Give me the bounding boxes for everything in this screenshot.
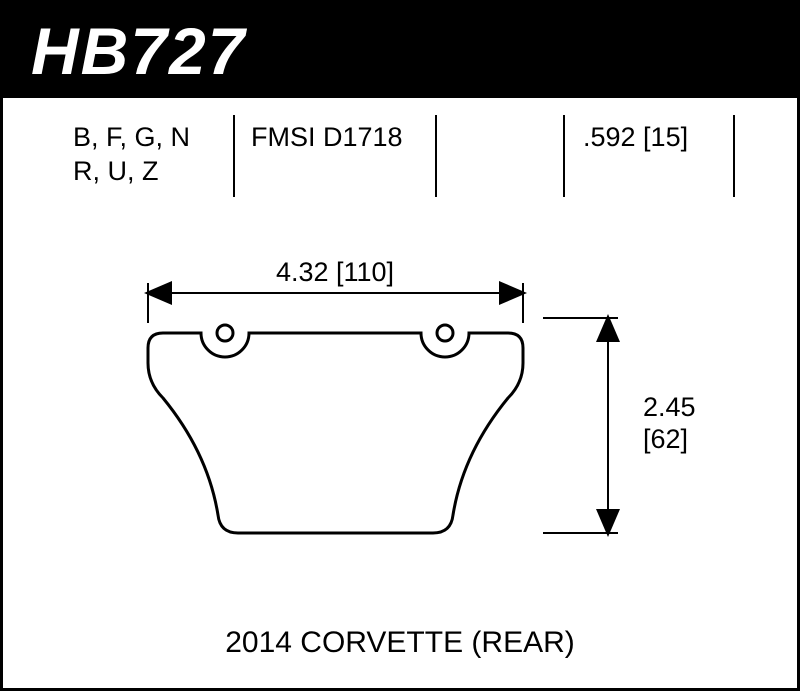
divider [563, 115, 565, 197]
compound-codes: B, F, G, N R, U, Z [73, 121, 190, 189]
divider [233, 115, 235, 197]
dimension-width-label: 4.32 [110] [276, 257, 394, 287]
divider [733, 115, 735, 197]
spec-sheet: HB727 B, F, G, N R, U, Z FMSI D1718 .592… [0, 0, 800, 691]
part-number: HB727 [31, 13, 246, 89]
brake-pad-drawing: 4.32 [110] 2.45[62] [3, 233, 800, 633]
compound-codes-line2: R, U, Z [73, 155, 190, 189]
dimension-height-label-mm: [62] [643, 424, 688, 454]
dimension-height-label: 2.45 [643, 392, 696, 422]
fmsi-code: FMSI D1718 [251, 121, 403, 155]
spec-row: B, F, G, N R, U, Z FMSI D1718 .592 [15] [53, 121, 747, 211]
header-bar: HB727 [3, 3, 797, 98]
application-label: 2014 CORVETTE (REAR) [3, 626, 797, 660]
divider [435, 115, 437, 197]
compound-codes-line1: B, F, G, N [73, 121, 190, 155]
mounting-hole [437, 325, 453, 341]
mounting-hole [217, 325, 233, 341]
pad-outline [148, 333, 523, 533]
thickness-spec: .592 [15] [583, 121, 688, 155]
